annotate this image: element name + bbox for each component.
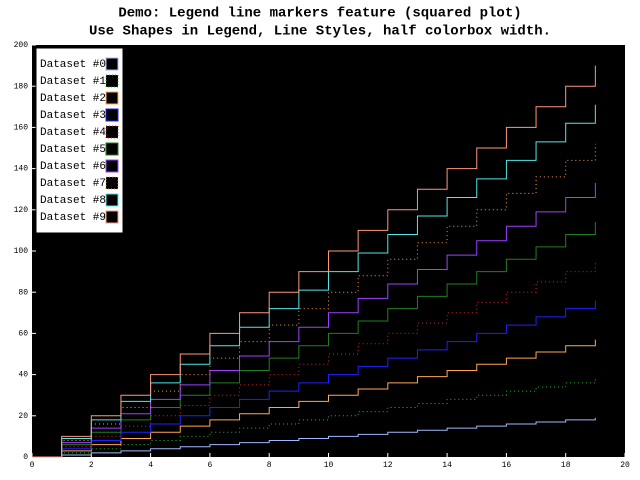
y-tick-label: 120: [14, 206, 29, 215]
legend-label: Dataset #1: [40, 76, 106, 88]
x-tick-label: 4: [148, 461, 153, 470]
y-tick-label: 140: [14, 165, 29, 174]
legend-marker: [105, 57, 119, 71]
legend-marker: [105, 176, 119, 190]
legend-marker: [105, 193, 119, 207]
x-tick-label: 12: [383, 461, 393, 470]
legend-marker: [105, 91, 119, 105]
series-line: [32, 65, 596, 458]
series-line: [32, 222, 596, 458]
series-line: [32, 143, 596, 458]
series-line: [32, 183, 596, 458]
y-tick-label: 160: [14, 124, 29, 133]
x-tick-label: 18: [561, 461, 571, 470]
series-line: [32, 339, 596, 458]
y-tick-label: 80: [18, 288, 28, 297]
legend-marker: [105, 125, 119, 139]
legend-label: Dataset #9: [40, 212, 106, 224]
series-line: [32, 104, 596, 458]
legend-marker: [105, 210, 119, 224]
legend-marker: [105, 74, 119, 88]
legend-marker: [105, 159, 119, 173]
x-tick-label: 10: [324, 461, 334, 470]
series-line: [32, 417, 596, 458]
y-tick-label: 60: [18, 330, 28, 339]
chart-subtitle: Use Shapes in Legend, Line Styles, half …: [89, 24, 551, 40]
x-tick-label: 8: [267, 461, 272, 470]
legend-marker: [105, 142, 119, 156]
legend-label: Dataset #2: [40, 93, 106, 105]
y-tick-label: 200: [14, 41, 29, 50]
y-tick-label: 20: [18, 412, 28, 421]
y-tick-label: 40: [18, 371, 28, 380]
legend-label: Dataset #4: [40, 127, 106, 139]
legend-marker: [105, 108, 119, 122]
legend-label: Dataset #6: [40, 161, 106, 173]
y-tick-label: 100: [14, 247, 29, 256]
x-tick-label: 14: [442, 461, 452, 470]
y-tick-label: 0: [23, 453, 28, 462]
x-tick-label: 20: [620, 461, 630, 470]
x-tick-label: 0: [30, 461, 35, 470]
legend-label: Dataset #8: [40, 195, 106, 207]
chart-title: Demo: Legend line markers feature (squar…: [118, 6, 521, 22]
legend-label: Dataset #5: [40, 144, 106, 156]
legend-label: Dataset #3: [40, 110, 106, 122]
x-tick-label: 16: [502, 461, 512, 470]
y-tick-label: 180: [14, 82, 29, 91]
series-line: [32, 300, 596, 458]
x-tick-label: 6: [207, 461, 212, 470]
x-tick-label: 2: [89, 461, 94, 470]
legend-label: Dataset #7: [40, 178, 106, 190]
legend-label: Dataset #0: [40, 59, 106, 71]
